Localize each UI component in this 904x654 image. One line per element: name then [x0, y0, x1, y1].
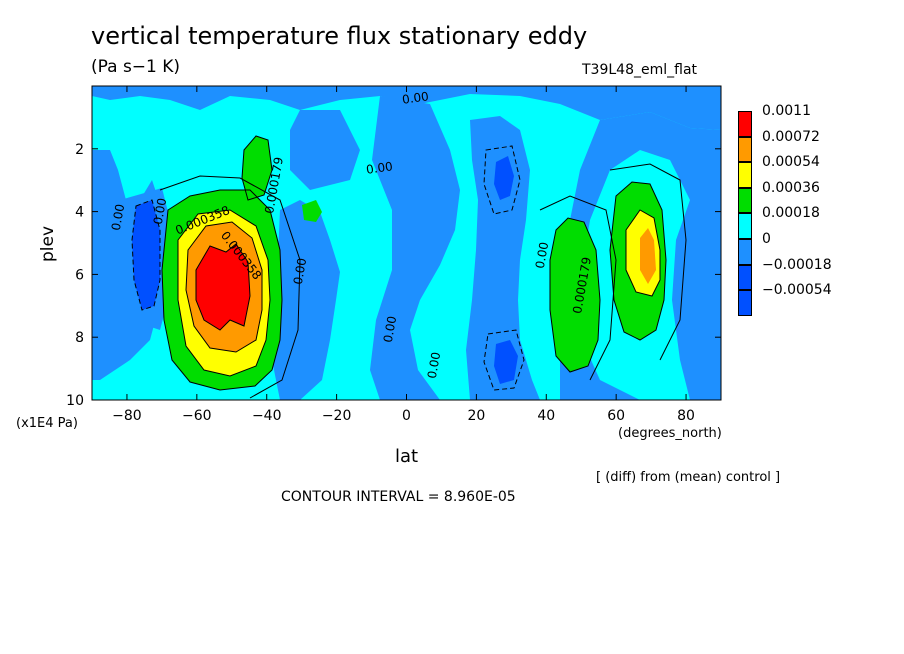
region-negative-top [92, 86, 721, 130]
region-positive-left-upper [242, 136, 272, 200]
region-negative-midleft [272, 200, 340, 400]
x-tick-label: 40 [537, 408, 555, 424]
contour-lines [159, 135, 687, 399]
region-negative-upper-mid [290, 110, 360, 190]
contour-label: 0.00 [151, 197, 169, 226]
x-tick-label: 80 [677, 408, 695, 424]
legend-swatch [738, 290, 752, 316]
negative-contours [131, 145, 525, 391]
y-tick-label: 6 [75, 267, 84, 283]
legend-swatch [738, 162, 752, 188]
legend-label: 0 [762, 230, 771, 247]
legend-label: 0.00072 [762, 128, 820, 145]
contour-label: 0.00 [401, 89, 429, 107]
x-axis-label: lat [395, 446, 419, 467]
x-tick-label: 0 [402, 408, 411, 424]
minimum-left [132, 200, 160, 310]
x-tick-label: 60 [607, 408, 625, 424]
minimum-right-upper [494, 156, 514, 200]
x-tick-label: −20 [322, 408, 352, 424]
legend-label: 0.00054 [762, 154, 820, 171]
y-tick-label: 10 [66, 393, 84, 409]
diff-note: [ (diff) from (mean) control ] [596, 470, 781, 485]
y-axis: 2 4 6 8 10 [66, 142, 721, 409]
region-positive-small [302, 200, 322, 222]
region-negative-right [560, 112, 721, 400]
x-axis: −80 −60 −40 −20 0 20 40 60 80 [112, 86, 695, 424]
run-name: T39L48_eml_flat [582, 62, 698, 78]
legend-label: 0.00018 [762, 205, 820, 222]
legend-label: 0.0011 [762, 103, 811, 119]
x-axis-unit: (degrees_north) [618, 426, 722, 441]
contour-fill [92, 86, 721, 400]
legend-swatch [738, 213, 752, 239]
contour-label: 0.00 [381, 315, 399, 344]
x-tick-label: −40 [252, 408, 282, 424]
band-orange-right [640, 228, 656, 284]
legend-label: 0.00036 [762, 179, 820, 196]
y-axis-label: plev [38, 225, 58, 262]
y-tick-label: 2 [75, 142, 84, 158]
y-axis-unit: (x1E4 Pa) [16, 416, 78, 431]
legend-swatch [738, 238, 752, 265]
minimum-right-lower [494, 340, 518, 384]
contour-label: 0.00 [365, 159, 393, 177]
legend-label: −0.00018 [762, 256, 832, 273]
legend-swatch [738, 136, 752, 163]
y-tick-label: 4 [75, 205, 84, 221]
contour-interval: CONTOUR INTERVAL = 8.960E-05 [281, 489, 516, 505]
contour-label: 0.00 [533, 241, 551, 270]
region-negative-center [370, 96, 460, 400]
y-tick-label: 8 [75, 330, 84, 346]
legend-label: −0.00054 [762, 282, 832, 299]
x-tick-label: 20 [467, 408, 485, 424]
chart-title: vertical temperature flux stationary edd… [91, 22, 588, 50]
x-tick-label: −80 [112, 408, 142, 424]
legend-swatch [738, 187, 752, 214]
contour-label: 0.00 [109, 203, 127, 232]
band-red-max [196, 244, 250, 330]
chart-units: (Pa s−1 K) [91, 57, 181, 77]
contour-label: 0.00 [425, 351, 443, 380]
region-positive-right-1 [550, 218, 600, 372]
legend-swatch [738, 111, 752, 137]
contour-label: 0.00 [291, 257, 309, 286]
x-tick-label: −60 [182, 408, 212, 424]
legend-swatch [738, 264, 752, 291]
